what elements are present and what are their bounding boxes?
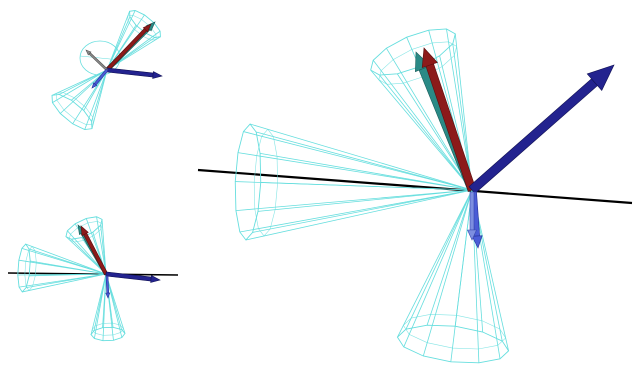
arrow-grey-shaft (88, 52, 109, 72)
cone-edge (370, 69, 473, 191)
cone-edge (71, 238, 107, 275)
arrow-blue (468, 64, 615, 194)
cone-edge (106, 16, 131, 71)
arrow-grey (85, 49, 109, 72)
arrow-red (421, 47, 477, 192)
arrow-red-shaft (425, 63, 477, 192)
cone-edge (397, 189, 473, 338)
panel-main-right (197, 28, 633, 364)
arrow-blue-down-head (471, 235, 483, 249)
panel-bottom-left (7, 216, 179, 342)
cone-edge (239, 189, 473, 233)
arrow-blue-small-head (91, 82, 98, 89)
cone-edge (454, 33, 473, 191)
cone-edge (100, 225, 107, 275)
arrow-blue-shaft (468, 78, 598, 194)
cone-edge (102, 273, 107, 328)
cone-edge (26, 273, 107, 289)
cone-edge (252, 189, 473, 233)
cone-edge (245, 189, 473, 241)
arrow-blue-head (586, 64, 615, 91)
cone-edge (106, 36, 161, 71)
cone-edge (93, 273, 107, 331)
cone-lower (51, 69, 108, 131)
cone-edge (452, 43, 473, 191)
cone-edge (454, 189, 473, 327)
cone-left (234, 123, 473, 241)
cone-edge (106, 11, 130, 71)
arrow-red (105, 23, 152, 72)
arrow-blue-down-2-shaft (469, 191, 475, 231)
cone-left (17, 243, 107, 293)
arrow-blue (105, 271, 161, 283)
cone-inner-ring (378, 41, 457, 85)
arrow-red (80, 225, 108, 276)
cone-edge (96, 216, 107, 275)
cone-edge (257, 189, 473, 212)
cone-edge (422, 189, 473, 357)
cone-edge (372, 60, 473, 191)
cone-inner-ring (24, 245, 37, 291)
cone-edge (52, 69, 108, 103)
arrow-blue-down-head (105, 292, 111, 299)
cone-inner-ring (91, 322, 124, 336)
arrow-red-shaft (105, 28, 148, 72)
arrow-red-head (80, 225, 89, 237)
cone-edge (30, 260, 107, 275)
sphere-equator (79, 55, 121, 61)
cone-edge (426, 189, 473, 326)
arrow-blue (106, 67, 163, 79)
cone-inner-ring (68, 221, 103, 243)
cone-edge (22, 273, 107, 293)
cone-edge (260, 153, 473, 191)
cone-edge (235, 189, 473, 211)
panel-top-left (51, 10, 163, 131)
arrow-red-head (142, 23, 152, 33)
cone-inner-ring (253, 128, 278, 237)
cone-edge (256, 131, 473, 191)
axis-line (197, 168, 633, 205)
cone-edge (249, 123, 473, 191)
arrow-blue-head (150, 275, 161, 283)
cone-edge (379, 74, 473, 191)
arrow-blue-down (105, 275, 111, 299)
arrow-grey-head (85, 49, 92, 56)
arrow-blue-shaft (105, 271, 152, 282)
cone-edge (260, 182, 473, 191)
cone-upper (370, 28, 473, 191)
cone-edge (403, 189, 473, 348)
cone-edge (51, 69, 108, 96)
cone-inner-ring (56, 92, 94, 126)
arrow-blue-head (152, 71, 163, 79)
cone-lower (396, 189, 510, 364)
cone-inner-ring (402, 314, 507, 350)
cone-edge (91, 69, 108, 129)
cone-edge (91, 69, 108, 122)
arrow-red-head (421, 47, 438, 69)
cone-edge (29, 273, 107, 277)
arrow-blue-shaft (106, 67, 154, 78)
cone-edge (84, 69, 108, 130)
cone-edge (28, 248, 107, 275)
cone-edge (446, 28, 473, 191)
arrow-blue-down-2 (467, 191, 477, 241)
arrow-blue-small (91, 68, 109, 89)
cone-edge (25, 243, 107, 275)
arrow-blue-down-2-head (467, 229, 477, 241)
arrow-blue-down-shaft (105, 275, 110, 294)
cone-edge (405, 189, 473, 330)
arrow-blue-small-shaft (93, 68, 109, 86)
cone-edge (59, 69, 108, 95)
cone-edge (243, 131, 473, 191)
cone-edge (386, 48, 473, 191)
